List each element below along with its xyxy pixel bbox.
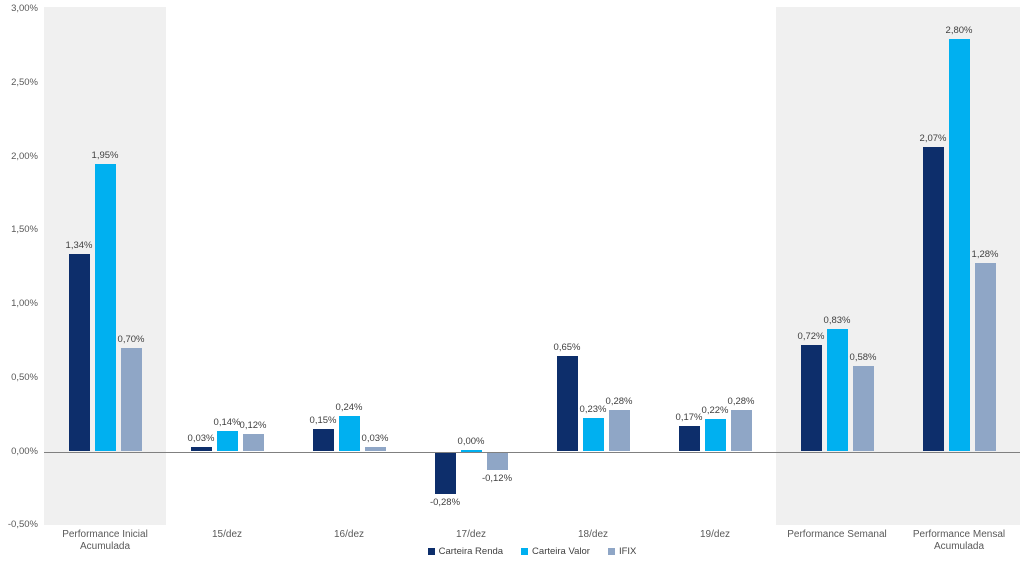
bar-carteira-renda [556,355,578,452]
bar-ifix [364,447,386,452]
legend-label: Carteira Renda [438,546,504,557]
category-label: Performance Semanal [787,529,887,540]
category-label: 19/dez [699,529,731,540]
bar-value-label: 0,23% [579,403,607,415]
bar-carteira-valor [460,450,482,452]
bar-value-label: 2,07% [919,132,947,144]
bar-value-label: 0,58% [849,352,877,364]
category-label: Performance Inicial Acumulada [62,529,148,552]
bar-value-label: 0,00% [457,436,485,447]
bar-value-label: 1,28% [971,248,999,260]
category-label: 18/dez [577,529,609,540]
legend-label: Carteira Valor [532,546,590,557]
bar-value-label: -0,28% [429,496,461,508]
x-axis-line [44,452,1020,453]
bar-carteira-renda [434,452,456,494]
legend-marker-icon [607,548,615,555]
category-label: 17/dez [455,529,487,540]
y-axis-tick-label: 0,00% [11,445,38,457]
chart-legend: Carteira Renda Carteira Valor IFIX [44,546,1020,557]
bar-carteira-renda [800,345,822,452]
bar-value-label: 0,24% [335,402,363,414]
bar-value-label: 0,15% [309,415,337,427]
bar-ifix [974,262,996,452]
legend-item-carteira-valor: Carteira Valor [521,546,590,557]
bar-carteira-valor [216,430,238,452]
y-axis-tick-label: 3,00% [11,3,38,15]
bar-value-label: 0,03% [187,433,215,445]
bar-carteira-valor [582,417,604,452]
y-axis-tick-label: 1,00% [11,298,38,310]
legend-item-carteira-renda: Carteira Renda [427,546,504,557]
y-axis-tick-label: 2,50% [11,77,38,89]
bar-carteira-renda [68,254,90,452]
bar-value-label: -0,12% [481,473,513,485]
legend-item-ifix: IFIX [607,546,637,557]
y-axis-tick-label: 0,50% [11,371,38,383]
bar-value-label: 0,28% [605,396,633,408]
bar-value-label: 0,83% [823,315,851,327]
y-axis-tick-label: 1,50% [11,224,38,236]
bar-carteira-valor [948,38,970,452]
bar-ifix [486,452,508,471]
bar-value-label: 0,17% [675,412,703,424]
category-label: Performance Mensal Acumulada [912,529,1006,552]
bar-value-label: 0,70% [117,334,145,346]
bar-carteira-valor [704,419,726,452]
bar-ifix [242,433,264,452]
bar-value-label: 1,34% [65,240,93,252]
bar-ifix [852,366,874,452]
bar-ifix [608,410,630,452]
bar-ifix [730,410,752,452]
y-axis-tick-label: 2,00% [11,150,38,162]
legend-label: IFIX [618,546,637,557]
legend-marker-icon [427,548,435,555]
bar-value-label: 2,80% [945,24,973,36]
bar-carteira-valor [94,164,116,452]
bar-carteira-valor [826,329,848,452]
bar-value-label: 0,72% [797,331,825,343]
bar-value-label: 1,95% [91,150,119,162]
bar-carteira-renda [190,447,212,452]
bar-value-label: 0,22% [701,405,729,417]
category-label: 15/dez [211,529,243,540]
bar-carteira-valor [338,416,360,452]
bar-value-label: 0,28% [727,396,755,408]
bar-carteira-renda [312,429,334,452]
category-label: 16/dez [333,529,365,540]
bar-value-label: 0,03% [361,433,389,445]
legend-marker-icon [521,548,529,555]
bar-carteira-renda [922,146,944,452]
y-axis-tick-label: -0,50% [7,519,38,531]
bar-value-label: 0,12% [239,419,267,431]
bar-carteira-renda [678,426,700,452]
bar-ifix [120,348,142,452]
bar-value-label: 0,65% [553,341,581,353]
bar-value-label: 0,14% [213,416,241,428]
